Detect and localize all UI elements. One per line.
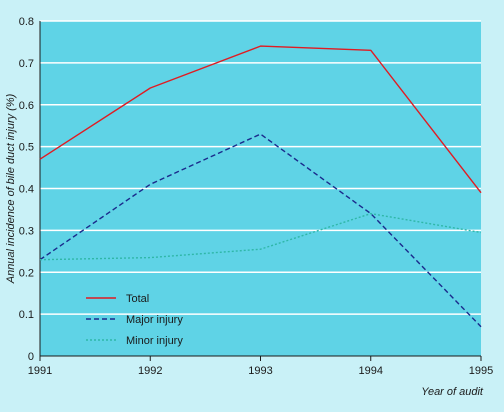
axes [39,21,482,361]
y-axis-title: Annual incidence of bile duct injury (%) [5,93,17,284]
series-lines [39,45,482,328]
y-tick-label: 0 [28,351,34,363]
legend-label: Total [126,293,149,305]
y-tick-label: 0.6 [19,100,34,112]
y-tick-label: 0.7 [19,58,34,70]
y-tick-label: 0.1 [19,309,34,321]
x-tick-label: 1992 [138,365,162,377]
y-tick-label: 0.4 [19,184,34,196]
y-tick-labels: 0 0.1 0.2 0.3 0.4 0.5 0.6 0.7 0.8 [19,16,34,363]
legend-label: Major injury [126,314,183,326]
x-axis-title: Year of audit [421,386,484,398]
x-tick-labels: 1991 1992 1993 1994 1995 [28,365,493,377]
series-line-minor-injury [39,212,482,261]
legend-label: Minor injury [126,335,183,347]
x-tick-label: 1995 [469,365,493,377]
x-tick-label: 1994 [359,365,383,377]
grid-lines [40,20,481,315]
legend: Total Major injury Minor injury [86,293,183,347]
series-line-total [39,45,482,194]
y-tick-label: 0.2 [19,267,34,279]
series-line-major-injury [39,133,482,328]
y-tick-label: 0.3 [19,225,34,237]
x-tick-label: 1993 [248,365,272,377]
y-tick-label: 0.8 [19,16,34,28]
y-tick-label: 0.5 [19,142,34,154]
x-tick-label: 1991 [28,365,52,377]
